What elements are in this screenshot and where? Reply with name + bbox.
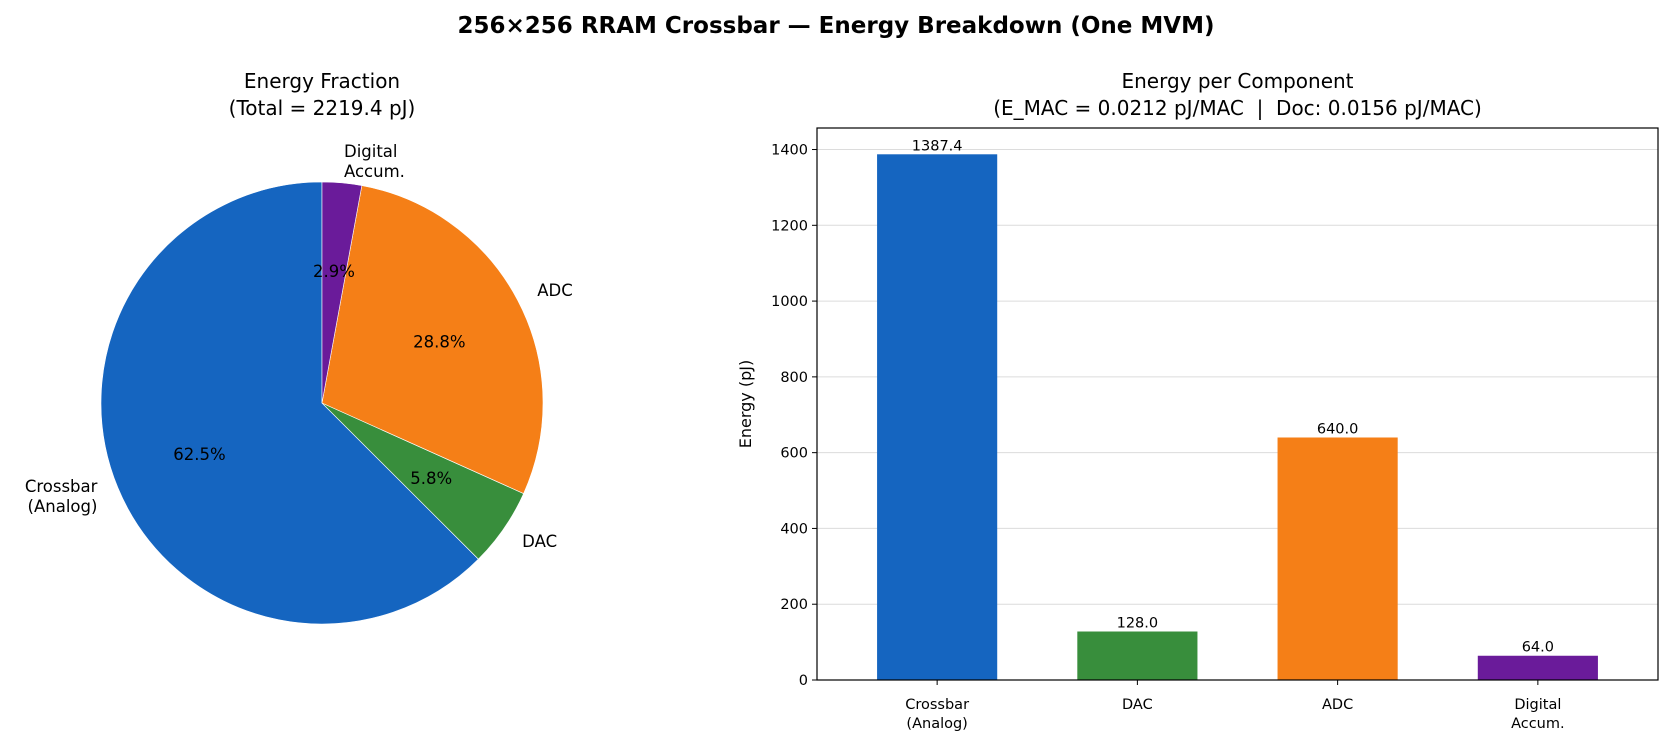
bar — [1277, 437, 1398, 680]
y-tick-label: 400 — [780, 521, 808, 537]
bar-chart: Energy per Component (E_MAC = 0.0212 pJ/M… — [736, 69, 1659, 732]
bar — [1477, 655, 1598, 680]
bar-value-label: 1387.4 — [912, 138, 963, 154]
figure-title: 256×256 RRAM Crossbar — Energy Breakdown… — [458, 13, 1215, 39]
pie-slice — [321, 185, 544, 494]
pie-pct-label: 2.9% — [313, 262, 355, 281]
pie-title: Energy Fraction (Total = 2219.4 pJ) — [229, 69, 416, 120]
pie-category-label-line: DAC — [522, 532, 557, 551]
x-tick-label: Crossbar (Analog) — [905, 697, 969, 732]
bar-title-line: Energy per Component — [1121, 69, 1353, 93]
bar-series — [877, 154, 1598, 681]
plot-frame — [816, 127, 1659, 681]
x-tick-label-line: ADC — [1322, 697, 1353, 713]
y-tick-label: 200 — [780, 597, 808, 613]
x-tick-label: DAC — [1122, 697, 1153, 713]
pie-category-label-line: (Analog) — [28, 497, 98, 516]
y-tick-label: 1000 — [771, 294, 808, 310]
x-axis-ticks: Crossbar (Analog) DAC ADC Digital Accum. — [905, 680, 1565, 732]
pie-pct-label: 62.5% — [173, 445, 225, 464]
pie-chart: Energy Fraction (Total = 2219.4 pJ) 62.5%… — [25, 69, 573, 625]
x-tick-label: Digital Accum. — [1511, 697, 1565, 732]
x-tick-label-line: Digital — [1514, 697, 1561, 713]
x-tick-label-line: Accum. — [1511, 716, 1565, 732]
pie-category-label: ADC — [537, 281, 573, 300]
bar — [877, 154, 998, 681]
pie-category-label-line: Crossbar — [25, 477, 98, 496]
pie-title-line: Energy Fraction — [244, 69, 400, 93]
pie-category-label: DAC — [522, 532, 557, 551]
y-axis-ticks: 0 200 400 600 800 1000 1200 1400 — [771, 143, 817, 689]
x-tick-label-line: DAC — [1122, 697, 1153, 713]
bar-title-line: (E_MAC = 0.0212 pJ/MAC | Doc: 0.0156 pJ/… — [993, 96, 1482, 120]
pie-labels: 62.5% Crossbar (Analog) 5.8% DAC 28.8% ADC 2.9%… — [25, 142, 573, 551]
pie-category-label: Digital Accum. — [344, 142, 405, 181]
x-tick-label: ADC — [1322, 697, 1353, 713]
pie-category-label-line: Accum. — [344, 162, 405, 181]
bar-value-label: 128.0 — [1117, 615, 1159, 631]
bar-value-label: 640.0 — [1317, 421, 1359, 437]
pie-title-line: (Total = 2219.4 pJ) — [229, 96, 416, 120]
pie-slice — [321, 181, 363, 404]
pie-slice — [100, 181, 479, 625]
bar-title: Energy per Component (E_MAC = 0.0212 pJ/M… — [993, 69, 1482, 120]
bar-data-labels: 1387.4 128.0 640.0 64.0 — [912, 138, 1554, 655]
y-tick-label: 1400 — [771, 143, 808, 159]
x-tick-label-line: (Analog) — [906, 716, 967, 732]
pie-slices — [100, 181, 544, 625]
y-tick-label: 800 — [780, 370, 808, 386]
pie-pct-label: 5.8% — [410, 469, 452, 488]
y-axis-label: Energy (pJ) — [736, 360, 755, 448]
pie-category-label: Crossbar (Analog) — [25, 477, 98, 516]
bar-value-label: 64.0 — [1522, 640, 1554, 656]
y-tick-label: 600 — [780, 446, 808, 462]
x-tick-label-line: Crossbar — [905, 697, 969, 713]
pie-category-label-line: ADC — [537, 281, 573, 300]
y-tick-label: 0 — [799, 673, 808, 689]
y-tick-label: 1200 — [771, 218, 808, 234]
bar — [1077, 631, 1198, 680]
pie-pct-label: 28.8% — [413, 332, 465, 351]
pie-category-label-line: Digital — [344, 142, 398, 161]
